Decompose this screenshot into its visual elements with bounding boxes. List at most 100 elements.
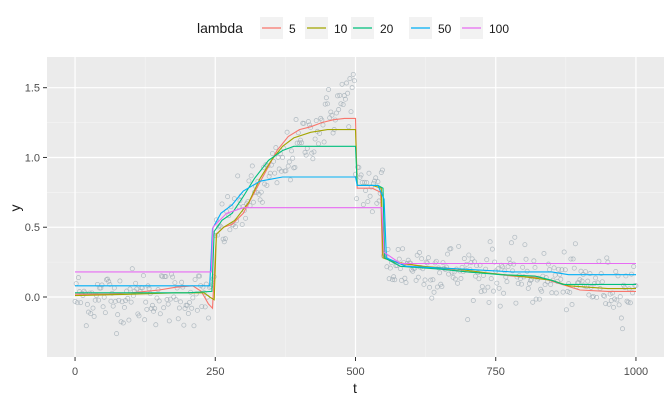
- data-point: [248, 173, 254, 179]
- data-point: [338, 101, 344, 107]
- data-point: [121, 305, 127, 310]
- data-point: [614, 297, 620, 303]
- data-point: [182, 306, 188, 311]
- data-point: [153, 322, 159, 328]
- data-point: [302, 149, 308, 155]
- data-point: [218, 224, 224, 230]
- data-point: [114, 331, 120, 337]
- data-point: [185, 311, 191, 316]
- data-point: [439, 284, 445, 289]
- data-point: [117, 278, 123, 284]
- data-point: [622, 285, 628, 290]
- data-point: [367, 193, 373, 199]
- data-point: [413, 277, 419, 283]
- series-lines: [74, 117, 636, 310]
- data-point: [491, 288, 496, 294]
- data-point: [515, 281, 521, 286]
- data-point: [618, 315, 624, 321]
- data-point: [470, 298, 476, 303]
- data-point: [190, 295, 196, 301]
- data-point: [290, 155, 296, 161]
- data-point: [512, 234, 518, 240]
- data-point: [565, 289, 570, 294]
- data-point: [258, 189, 264, 195]
- data-point: [194, 307, 200, 313]
- data-point: [350, 71, 356, 77]
- data-point: [235, 173, 241, 179]
- data-point: [170, 274, 176, 280]
- data-point: [336, 107, 342, 112]
- data-point: [362, 179, 367, 185]
- data-point: [366, 170, 372, 176]
- data-point: [189, 305, 195, 311]
- data-point: [313, 118, 319, 124]
- data-point: [342, 96, 348, 102]
- data-point: [249, 163, 255, 169]
- data-point: [557, 271, 563, 277]
- data-point: [284, 129, 290, 135]
- data-point: [570, 256, 576, 262]
- data-point: [274, 180, 280, 186]
- data-point: [167, 296, 173, 302]
- data-point: [292, 164, 298, 170]
- data-point: [128, 299, 134, 305]
- data-point: [598, 271, 604, 277]
- data-point: [347, 76, 353, 82]
- data-point: [372, 178, 378, 184]
- data-point: [559, 267, 565, 273]
- data-point: [478, 289, 484, 295]
- data-point: [581, 283, 587, 289]
- data-point: [523, 256, 529, 262]
- data-point: [353, 171, 358, 177]
- data-point: [173, 297, 179, 303]
- data-point: [112, 298, 118, 304]
- data-point: [344, 80, 349, 86]
- data-point: [623, 273, 629, 279]
- data-point: [513, 300, 519, 306]
- data-point: [206, 315, 211, 321]
- data-point: [200, 284, 206, 290]
- data-point: [403, 280, 409, 286]
- data-point: [134, 286, 140, 292]
- data-point: [391, 274, 397, 280]
- data-point: [620, 326, 625, 332]
- data-point: [161, 305, 167, 311]
- data-point: [351, 78, 357, 84]
- data-point: [243, 215, 249, 221]
- data-point: [143, 299, 149, 305]
- data-point: [305, 119, 311, 125]
- data-point: [392, 277, 398, 283]
- data-point: [99, 282, 105, 288]
- data-point: [172, 280, 178, 286]
- data-point: [369, 209, 375, 215]
- data-point: [233, 224, 238, 230]
- data-point: [283, 168, 289, 174]
- data-point: [246, 178, 252, 184]
- data-point: [120, 320, 126, 326]
- data-point: [365, 199, 371, 204]
- data-point: [530, 299, 536, 305]
- data-point: [115, 312, 121, 318]
- series-line-20: [75, 145, 636, 294]
- data-point: [430, 277, 436, 283]
- data-point: [390, 277, 395, 283]
- data-point: [604, 255, 610, 261]
- data-point: [556, 266, 561, 272]
- data-point: [479, 284, 485, 289]
- data-point: [537, 296, 542, 302]
- data-point: [192, 277, 198, 282]
- data-point: [562, 267, 568, 273]
- data-point: [541, 251, 547, 256]
- series-line-100: [75, 207, 636, 273]
- data-point: [165, 301, 171, 307]
- data-point: [323, 95, 329, 101]
- data-point: [511, 261, 517, 267]
- data-point: [175, 316, 181, 322]
- legend-label: 5: [289, 22, 296, 36]
- data-point: [378, 170, 384, 175]
- data-point: [595, 280, 601, 286]
- data-point: [579, 278, 585, 284]
- data-point: [617, 294, 623, 300]
- data-point: [583, 269, 588, 275]
- data-point: [510, 268, 516, 274]
